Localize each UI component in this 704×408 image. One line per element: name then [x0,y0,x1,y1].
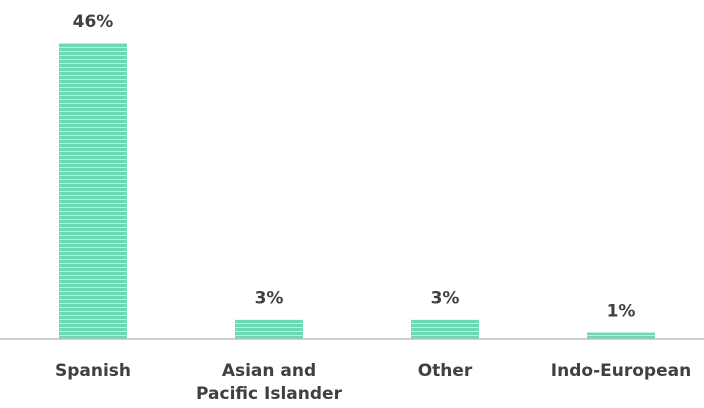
bar-2 [411,319,479,339]
category-label-3: Indo-European [551,361,691,381]
value-label-3: 1% [607,302,636,322]
labels-layer: 46% Spanish 3% Asian and Pacific Islander 3% O… [55,12,691,404]
value-label-1: 3% [255,289,284,309]
bars-layer [59,43,655,339]
bar-3 [587,332,655,339]
category-label-0: Spanish [55,361,131,381]
category-label-1: Asian and Pacific Islander [196,361,343,404]
category-label-2: Other [418,361,473,381]
bar-1 [235,319,303,339]
bar-0 [59,43,127,339]
value-label-0: 46% [73,12,114,32]
value-label-2: 3% [431,289,460,309]
